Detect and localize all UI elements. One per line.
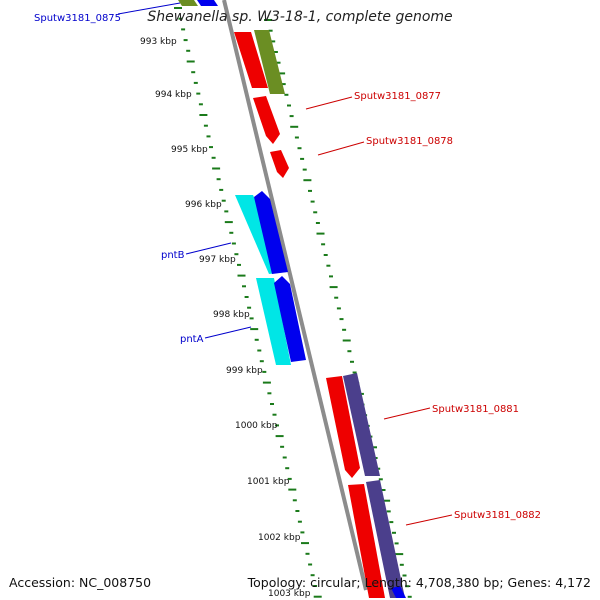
genome-summary: Topology: circular; Length: 4,708,380 bp…	[247, 575, 591, 590]
gene-blue-pntA	[274, 276, 306, 362]
map-title: Shewanella sp. W3-18-1, complete genome	[147, 9, 453, 25]
gene-0875-olive	[178, 0, 198, 6]
feature-track	[178, 0, 306, 365]
position-label: 993 kbp	[140, 37, 177, 47]
gene-label-pntb: pntB	[161, 250, 185, 261]
position-label: 996 kbp	[185, 200, 222, 210]
label-leaders	[117, 2, 453, 526]
leader-line	[305, 96, 353, 110]
leader-line	[117, 2, 181, 15]
position-label: 995 kbp	[171, 145, 208, 155]
gene-0877-red	[253, 96, 280, 144]
position-label: 1001 kbp	[247, 477, 290, 487]
gene-0876-olive	[254, 30, 285, 94]
leader-line	[185, 242, 232, 255]
genome-backbone	[222, 0, 368, 591]
gene-label-sputw3181-0878: Sputw3181_0878	[366, 136, 453, 147]
gene-0883-blue	[391, 586, 406, 598]
gene-0878-red	[270, 150, 289, 178]
gene-0881-purple	[343, 373, 380, 476]
gene-blue-pntB	[254, 191, 288, 274]
position-labels: 993 kbp 994 kbp 995 kbp 996 kbp 997 kbp …	[140, 37, 311, 599]
leader-line	[204, 326, 252, 339]
gene-0875-blue	[197, 0, 218, 6]
leader-line	[405, 514, 453, 526]
gene-0882-red	[348, 484, 385, 598]
position-label: 1000 kbp	[235, 421, 278, 431]
position-label: 1003 kbp	[268, 589, 311, 599]
gene-0882-purple	[366, 480, 405, 598]
gene-0881-red	[326, 376, 360, 478]
gene-label-sputw3181-0881: Sputw3181_0881	[432, 404, 519, 415]
gene-label-pnta: pntA	[180, 334, 204, 345]
gene-0876-red	[234, 32, 268, 88]
accession-text: Accession: NC_008750	[9, 575, 152, 590]
position-label: 1002 kbp	[258, 533, 301, 543]
position-label: 997 kbp	[199, 255, 236, 265]
position-label: 999 kbp	[226, 366, 263, 376]
leader-line	[317, 141, 365, 156]
position-label: 994 kbp	[155, 90, 192, 100]
gene-label-sputw3181-0882: Sputw3181_0882	[454, 510, 541, 521]
position-label: 998 kbp	[213, 310, 250, 320]
gene-label-sputw3181-0877: Sputw3181_0877	[354, 91, 441, 102]
gene-cyan-pntA	[256, 278, 291, 365]
leader-line	[383, 407, 431, 420]
gene-labels: Sputw3181_0875 Sputw3181_0877 Sputw3181_…	[34, 13, 541, 521]
reverse-track	[234, 30, 406, 598]
gene-label-sputw3181-0875: Sputw3181_0875	[34, 13, 121, 24]
